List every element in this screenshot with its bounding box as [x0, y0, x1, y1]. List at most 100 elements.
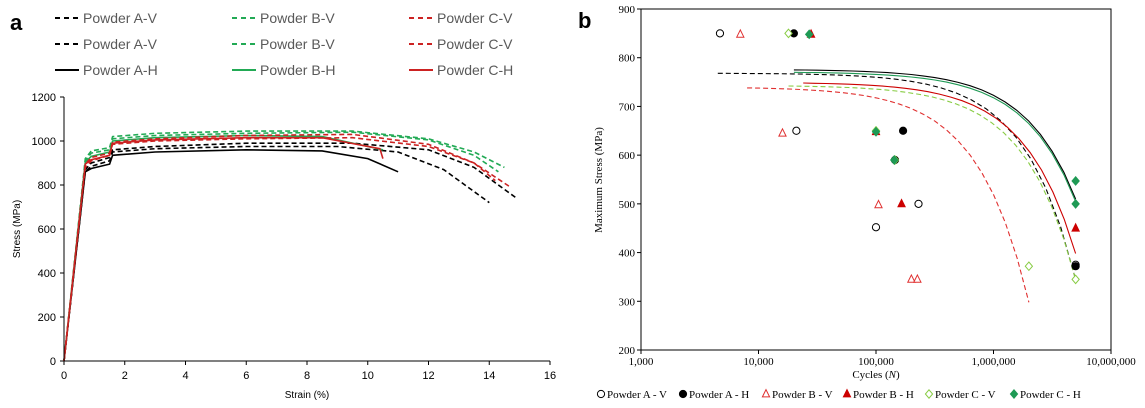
panel-b-x-tick-label: 100,000 [858, 356, 894, 368]
panel-a-stress-strain-chart: a Powder A-V Powder A-V Powder A-H Powder B… [10, 10, 556, 401]
panel-b-legend-item: Powder B - H [842, 388, 914, 401]
panel-b-y-axis-label: Maximum Stress (MPa) [593, 127, 605, 233]
panel-b-legend-label: Powder B - V [772, 389, 833, 401]
panel-b-legend-marker [1009, 389, 1019, 399]
panel-a-legend-item: Powder B-V [232, 10, 335, 26]
panel-b-data-point [1071, 175, 1080, 186]
panel-b-data-point [1071, 222, 1081, 232]
panel-a-legend-item: Powder C-V [409, 10, 513, 26]
panel-a-x-tick-label: 6 [243, 370, 249, 382]
panel-b-legend-item: Powder A - H [678, 389, 749, 401]
panel-a-x-tick-label: 10 [362, 370, 374, 382]
panel-b-data-point [1071, 198, 1080, 209]
panel-b-legend-marker [761, 388, 771, 398]
panel-b-data-point [735, 28, 745, 38]
panel-b-legend-item: Powder A - V [596, 389, 667, 401]
panel-a-legend: Powder A-V Powder A-V Powder A-H Powder B-V… [55, 10, 513, 78]
panel-b-fit-line [793, 71, 1077, 202]
panel-a-legend-label: Powder B-H [260, 62, 335, 78]
panel-b-data-point [784, 28, 793, 39]
panel-a-series [63, 130, 518, 362]
panel-a-legend-item: Powder A-H [55, 62, 158, 78]
panel-a-series-line [63, 133, 511, 362]
panel-b-data-point [804, 29, 814, 40]
panel-b-x-label-italic: N [888, 369, 897, 381]
panel-b-data-point [1024, 261, 1034, 272]
panel-a-legend-label: Powder C-V [437, 36, 513, 52]
panel-a-legend-label: Powder C-V [437, 10, 513, 26]
panel-a-legend-item: Powder B-H [232, 62, 335, 78]
panel-b-legend: Powder A - V Powder A - H Powder B - V Powd… [596, 388, 1081, 401]
panel-a-y-tick-label: 400 [38, 268, 56, 280]
panel-a-y-tick-label: 800 [38, 180, 56, 192]
panel-b-legend-label: Powder A - H [689, 389, 749, 401]
panel-b-data-point [912, 273, 922, 283]
panel-a-y-tick-label: 200 [38, 312, 56, 324]
panel-b-data-point [871, 126, 881, 137]
panel-a-series-line [63, 136, 496, 362]
panel-a-legend-item: Powder A-V [55, 36, 158, 52]
panel-a-legend-item: Powder C-H [409, 62, 513, 78]
panel-a-legend-label: Powder A-H [83, 62, 158, 78]
panel-b-x-tick-label: 1,000,000 [972, 356, 1017, 368]
panel-a-series-line [63, 148, 399, 362]
panel-a-x-tick-label: 12 [422, 370, 434, 382]
panel-b-legend-marker [596, 389, 606, 399]
panel-b-fit-lines [717, 69, 1077, 303]
panel-b-y-tick-label: 900 [619, 4, 636, 16]
panel-a-y-tick-label: 1200 [32, 92, 56, 104]
panel-b-x-tick-label: 10,000,000 [1086, 356, 1136, 368]
panel-b-ticks: 1,000 10,000 100,000 1,000,000 10,000,000 200… [619, 4, 1137, 368]
panel-b-legend-marker [678, 389, 688, 399]
panel-b-data-point [898, 126, 908, 135]
panel-a-y-axis-label: Stress (MPa) [12, 200, 23, 258]
panel-a-x-tick-label: 8 [304, 370, 310, 382]
panel-a-x-tick-label: 0 [61, 370, 67, 382]
panel-a-ticks: 0 2 4 6 8 10 12 14 16 0 200 400 600 800 1000 1200 [32, 92, 557, 382]
panel-a-x-axis-label: Strain (%) [285, 390, 329, 401]
panel-b-legend-marker [842, 388, 852, 398]
panel-a-legend-label: Powder A-V [83, 10, 158, 26]
panel-b-data-point [715, 29, 725, 38]
panel-b-x-axis-label: Cycles (N) [852, 369, 900, 381]
panel-b-data-point [778, 127, 787, 137]
panel-b-legend-item: Powder B - V [761, 388, 833, 401]
panel-a-y-tick-label: 0 [50, 356, 56, 368]
panel-b-legend-item: Powder C - V [924, 389, 996, 401]
panel-b-y-tick-label: 200 [619, 345, 636, 357]
panel-b-data-point [897, 198, 906, 208]
panel-b-legend-label: Powder C - V [935, 389, 996, 401]
panel-b-data-point [792, 126, 801, 135]
panel-b-letter: b [578, 8, 591, 33]
panel-b-x-label-suffix: ) [896, 369, 900, 381]
panel-b-x-label-prefix: Cycles ( [852, 369, 889, 381]
panel-a-series-line [63, 142, 518, 362]
panel-a-legend-item: Powder B-V [232, 36, 335, 52]
panel-a-legend-item: Powder C-V [409, 36, 513, 52]
panel-a-series-line [63, 130, 505, 362]
panel-a-series-line [63, 134, 384, 362]
panel-a-letter: a [10, 10, 23, 35]
panel-b-y-tick-label: 300 [619, 296, 636, 308]
panel-a-x-tick-label: 14 [483, 370, 495, 382]
panel-a-x-tick-label: 2 [122, 370, 128, 382]
panel-b-data-point [889, 155, 899, 165]
panel-b-fit-line [793, 69, 1077, 200]
panel-a-series-line [63, 131, 499, 362]
panel-b-x-tick-label: 10,000 [743, 356, 774, 368]
panel-b-plot-frame [640, 8, 1112, 351]
panel-b-legend-item: Powder C - H [1009, 389, 1081, 401]
panel-a-series-line [63, 136, 384, 362]
panel-a-x-tick-label: 4 [182, 370, 188, 382]
panel-a-y-tick-label: 1000 [32, 136, 56, 148]
panel-b-y-tick-label: 400 [619, 248, 636, 260]
panel-a-legend-label: Powder B-V [260, 36, 335, 52]
panel-b-fit-line [717, 72, 1077, 280]
panel-b-fit-line [803, 82, 1077, 254]
panel-a-x-tick-label: 16 [544, 370, 556, 382]
panel-a-y-tick-label: 600 [38, 224, 56, 236]
panel-b-y-tick-label: 600 [619, 150, 636, 162]
panel-a-series-line [63, 145, 490, 362]
panel-b-y-tick-label: 700 [619, 101, 636, 113]
